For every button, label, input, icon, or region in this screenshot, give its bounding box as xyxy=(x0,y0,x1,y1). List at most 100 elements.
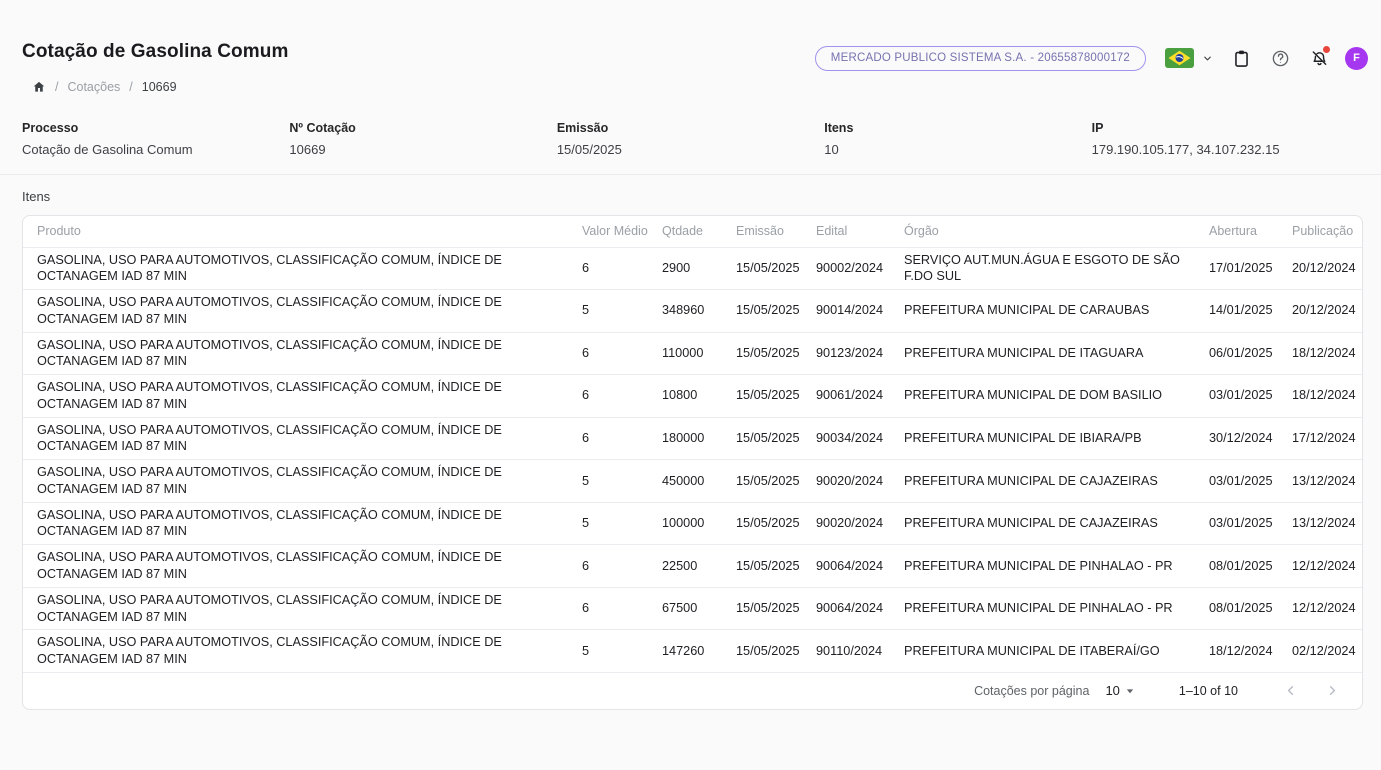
cell-publicacao: 13/12/2024 xyxy=(1292,502,1362,546)
breadcrumb-current: 10669 xyxy=(141,80,177,94)
cell-valor_medio: 6 xyxy=(582,417,662,461)
cell-emissao: 15/05/2025 xyxy=(736,247,816,291)
cell-publicacao: 18/12/2024 xyxy=(1292,332,1362,376)
help-icon xyxy=(1271,49,1290,68)
table-row[interactable]: GASOLINA, USO PARA AUTOMOTIVOS, CLASSIFI… xyxy=(23,544,1362,588)
next-page-button[interactable] xyxy=(1320,679,1344,703)
cell-edital: 90020/2024 xyxy=(816,459,904,503)
items-table-card: Produto Valor Médio Qtdade Emissão Edital Órg… xyxy=(22,215,1363,710)
cell-qtdade: 110000 xyxy=(662,332,736,376)
column-header-edital: Edital xyxy=(816,216,904,248)
company-badge-label: MERCADO PUBLICO SISTEMA S.A. - 206558780… xyxy=(830,52,1130,64)
cell-publicacao: 13/12/2024 xyxy=(1292,459,1362,503)
info-value: 15/05/2025 xyxy=(556,142,622,157)
table-row[interactable]: GASOLINA, USO PARA AUTOMOTIVOS, CLASSIFI… xyxy=(23,374,1362,418)
cell-edital: 90020/2024 xyxy=(816,502,904,546)
cell-qtdade: 450000 xyxy=(662,459,736,503)
cell-publicacao: 20/12/2024 xyxy=(1292,289,1362,333)
page-title: Cotação de Gasolina Comum xyxy=(22,41,289,62)
cell-valor_medio: 6 xyxy=(582,332,662,376)
breadcrumb-separator: / xyxy=(129,80,133,94)
cell-qtdade: 100000 xyxy=(662,502,736,546)
cell-abertura: 08/01/2025 xyxy=(1209,544,1292,588)
cell-orgao: PREFEITURA MUNICIPAL DE ITAGUARA xyxy=(904,332,1209,376)
cell-abertura: 17/01/2025 xyxy=(1209,247,1292,291)
notifications-off-icon xyxy=(1310,49,1329,68)
table-row[interactable]: GASOLINA, USO PARA AUTOMOTIVOS, CLASSIFI… xyxy=(23,417,1362,461)
cell-qtdade: 67500 xyxy=(662,587,736,631)
cell-abertura: 18/12/2024 xyxy=(1209,629,1292,673)
cell-abertura: 03/01/2025 xyxy=(1209,374,1292,418)
column-header-publicacao: Publicação xyxy=(1292,216,1362,248)
cell-produto: GASOLINA, USO PARA AUTOMOTIVOS, CLASSIFI… xyxy=(23,332,582,376)
cell-abertura: 03/01/2025 xyxy=(1209,502,1292,546)
notification-dot xyxy=(1323,46,1330,53)
cell-orgao: PREFEITURA MUNICIPAL DE CAJAZEIRAS xyxy=(904,502,1209,546)
info-value: Cotação de Gasolina Comum xyxy=(22,142,193,157)
cell-produto: GASOLINA, USO PARA AUTOMOTIVOS, CLASSIFI… xyxy=(23,289,582,333)
brazil-flag-icon xyxy=(1165,48,1194,68)
avatar[interactable]: F xyxy=(1345,46,1368,70)
cell-emissao: 15/05/2025 xyxy=(736,417,816,461)
info-label: Emissão xyxy=(556,121,609,135)
clipboard-icon xyxy=(1232,49,1251,68)
cell-qtdade: 180000 xyxy=(662,417,736,461)
notifications-button[interactable] xyxy=(1304,43,1334,73)
cell-valor_medio: 6 xyxy=(582,587,662,631)
chevron-right-icon xyxy=(1325,683,1340,698)
cell-qtdade: 10800 xyxy=(662,374,736,418)
cell-orgao: PREFEITURA MUNICIPAL DE DOM BASILIO xyxy=(904,374,1209,418)
per-page-value: 10 xyxy=(1105,683,1120,699)
previous-page-button[interactable] xyxy=(1278,679,1302,703)
cell-publicacao: 12/12/2024 xyxy=(1292,587,1362,631)
clipboard-button[interactable] xyxy=(1226,43,1256,73)
cell-edital: 90064/2024 xyxy=(816,544,904,588)
info-field-ip: IP 179.190.105.177, 34.107.232.15 xyxy=(1092,121,1359,157)
cell-produto: GASOLINA, USO PARA AUTOMOTIVOS, CLASSIFI… xyxy=(23,417,582,461)
cell-produto: GASOLINA, USO PARA AUTOMOTIVOS, CLASSIFI… xyxy=(23,544,582,588)
cell-orgao: PREFEITURA MUNICIPAL DE IBIARA/PB xyxy=(904,417,1209,461)
cell-produto: GASOLINA, USO PARA AUTOMOTIVOS, CLASSIFI… xyxy=(23,502,582,546)
home-icon[interactable] xyxy=(32,80,46,94)
cell-publicacao: 02/12/2024 xyxy=(1292,629,1362,673)
help-button[interactable] xyxy=(1265,43,1295,73)
table-row[interactable]: GASOLINA, USO PARA AUTOMOTIVOS, CLASSIFI… xyxy=(23,629,1362,673)
cell-produto: GASOLINA, USO PARA AUTOMOTIVOS, CLASSIFI… xyxy=(23,587,582,631)
per-page-select[interactable]: 10 xyxy=(1105,683,1134,698)
items-section-title: Itens xyxy=(22,189,51,204)
breadcrumb: / Cotações / 10669 xyxy=(32,80,1381,94)
breadcrumb-link-cotacoes[interactable]: Cotações xyxy=(67,80,121,94)
column-header-valor_medio: Valor Médio xyxy=(582,216,662,248)
column-header-abertura: Abertura xyxy=(1209,216,1292,248)
table-row[interactable]: GASOLINA, USO PARA AUTOMOTIVOS, CLASSIFI… xyxy=(23,587,1362,631)
pagination-range: 1–10 of 10 xyxy=(1178,683,1238,698)
topbar: MERCADO PUBLICO SISTEMA S.A. - 206558780… xyxy=(814,43,1368,73)
cell-qtdade: 147260 xyxy=(662,629,736,673)
cell-emissao: 15/05/2025 xyxy=(736,629,816,673)
cell-orgao: PREFEITURA MUNICIPAL DE CARAUBAS xyxy=(904,289,1209,333)
cell-edital: 90034/2024 xyxy=(816,417,904,461)
company-badge[interactable]: MERCADO PUBLICO SISTEMA S.A. - 206558780… xyxy=(814,45,1146,71)
chevron-left-icon xyxy=(1283,683,1298,698)
cell-edital: 90002/2024 xyxy=(816,247,904,291)
table-row[interactable]: GASOLINA, USO PARA AUTOMOTIVOS, CLASSIFI… xyxy=(23,459,1362,503)
cell-orgao: PREFEITURA MUNICIPAL DE ITABERAÍ/GO xyxy=(904,629,1209,673)
cell-emissao: 15/05/2025 xyxy=(736,459,816,503)
info-label: Processo xyxy=(22,121,79,135)
cell-emissao: 15/05/2025 xyxy=(736,502,816,546)
table-row[interactable]: GASOLINA, USO PARA AUTOMOTIVOS, CLASSIFI… xyxy=(23,332,1362,376)
cell-orgao: PREFEITURA MUNICIPAL DE PINHALAO - PR xyxy=(904,544,1209,588)
table-header-row: Produto Valor Médio Qtdade Emissão Edital Órg… xyxy=(23,216,1362,248)
cell-qtdade: 2900 xyxy=(662,247,736,291)
language-selector[interactable] xyxy=(1161,46,1217,70)
cell-abertura: 14/01/2025 xyxy=(1209,289,1292,333)
table-row[interactable]: GASOLINA, USO PARA AUTOMOTIVOS, CLASSIFI… xyxy=(23,502,1362,546)
cell-emissao: 15/05/2025 xyxy=(736,544,816,588)
table-row[interactable]: GASOLINA, USO PARA AUTOMOTIVOS, CLASSIFI… xyxy=(23,289,1362,333)
cell-publicacao: 18/12/2024 xyxy=(1292,374,1362,418)
table-row[interactable]: GASOLINA, USO PARA AUTOMOTIVOS, CLASSIFI… xyxy=(23,247,1362,291)
cell-valor_medio: 6 xyxy=(582,544,662,588)
cell-orgao: PREFEITURA MUNICIPAL DE PINHALAO - PR xyxy=(904,587,1209,631)
info-field-itens: Itens 10 xyxy=(824,121,1091,157)
cell-edital: 90123/2024 xyxy=(816,332,904,376)
